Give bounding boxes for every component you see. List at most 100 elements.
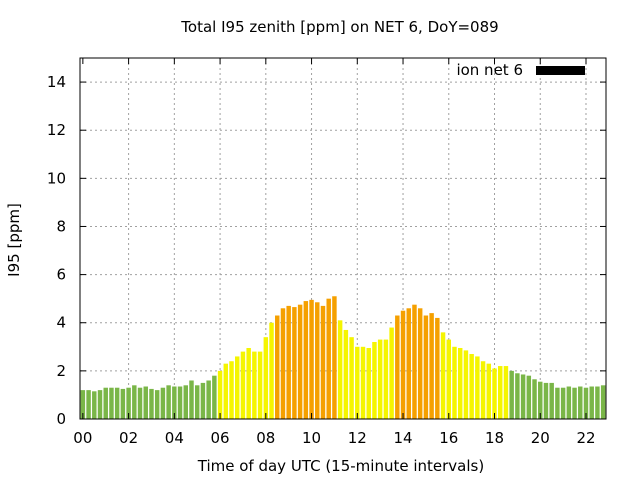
bar <box>475 356 480 419</box>
bar <box>595 386 600 419</box>
bar <box>292 307 297 419</box>
bar <box>349 337 354 419</box>
legend-label: ion net 6 <box>456 61 523 79</box>
y-tick-label: 8 <box>56 217 66 235</box>
bar <box>212 375 217 419</box>
y-tick-label: 2 <box>56 362 66 380</box>
bar <box>103 387 108 419</box>
bar <box>126 387 131 419</box>
bar <box>86 390 91 419</box>
bar <box>377 339 383 419</box>
bar <box>429 313 434 419</box>
bar <box>189 380 194 419</box>
bar <box>572 387 577 419</box>
bar <box>337 320 343 419</box>
bar <box>286 305 291 419</box>
bar <box>154 390 160 419</box>
bar <box>366 348 371 419</box>
y-tick-label: 14 <box>47 73 66 91</box>
bar <box>486 363 492 419</box>
bar <box>217 370 223 419</box>
bar <box>149 388 154 419</box>
bar <box>400 310 406 419</box>
bar <box>383 339 389 419</box>
x-tick-label: 20 <box>531 429 550 447</box>
bar <box>578 386 583 419</box>
bar <box>303 301 309 419</box>
y-tick-label: 6 <box>56 266 66 284</box>
bar <box>309 299 314 419</box>
bar <box>160 387 166 419</box>
bar <box>109 387 114 419</box>
bar <box>166 385 171 419</box>
bar <box>332 296 337 419</box>
bar <box>263 337 269 419</box>
bar <box>395 315 400 419</box>
bar <box>326 298 331 419</box>
x-tick-label: 06 <box>211 429 230 447</box>
grid-lines <box>80 58 606 419</box>
legend: ion net 6 <box>456 61 585 79</box>
bar <box>372 341 377 419</box>
bar <box>555 387 560 419</box>
bar <box>435 317 440 419</box>
bar <box>463 350 469 419</box>
bar <box>194 385 200 419</box>
bar <box>412 304 417 419</box>
bar <box>177 386 183 419</box>
bar <box>229 361 234 419</box>
y-axis-label: I95 [ppm] <box>5 203 23 277</box>
bar <box>492 368 497 419</box>
bar <box>566 386 572 419</box>
bar <box>583 387 589 419</box>
bar <box>280 308 286 419</box>
chart-title: Total I95 zenith [ppm] on NET 6, DoY=089 <box>180 18 498 36</box>
bar <box>600 385 606 419</box>
x-tick-label: 08 <box>256 429 275 447</box>
x-tick-label: 10 <box>302 429 321 447</box>
x-axis-label: Time of day UTC (15-minute intervals) <box>197 457 484 475</box>
bar <box>457 348 463 419</box>
bar <box>503 366 509 419</box>
x-tick-label: 22 <box>576 429 595 447</box>
legend-swatch <box>536 66 585 75</box>
x-tick-label: 18 <box>485 429 504 447</box>
x-tick-label: 02 <box>119 429 138 447</box>
bar <box>360 346 366 419</box>
bar <box>200 382 206 419</box>
bar <box>143 386 148 419</box>
bar <box>543 382 549 419</box>
bar <box>240 351 246 419</box>
bar <box>172 386 177 419</box>
x-tick-label: 12 <box>348 429 367 447</box>
bar <box>509 370 514 419</box>
x-tick-label: 00 <box>73 429 92 447</box>
x-tick-label: 16 <box>439 429 458 447</box>
bar <box>343 329 349 419</box>
bar <box>114 387 120 419</box>
bar <box>532 379 537 419</box>
bar <box>480 361 486 419</box>
bar <box>560 387 566 419</box>
bar <box>520 374 526 419</box>
bar <box>257 351 263 419</box>
bar <box>297 304 303 419</box>
bar <box>446 339 451 419</box>
y-tick-label: 4 <box>56 314 66 332</box>
bar <box>183 385 188 419</box>
plot-frame <box>79 57 607 420</box>
bar <box>120 388 126 419</box>
bar <box>515 373 520 419</box>
bar <box>469 354 474 419</box>
bar <box>315 302 320 419</box>
bar <box>223 363 229 419</box>
bar <box>526 375 532 419</box>
bar <box>97 390 103 419</box>
bars-group <box>80 296 606 419</box>
bar <box>320 305 326 419</box>
y-tick-label: 10 <box>47 169 66 187</box>
y-tick-label: 0 <box>56 410 66 428</box>
bar <box>80 390 86 419</box>
